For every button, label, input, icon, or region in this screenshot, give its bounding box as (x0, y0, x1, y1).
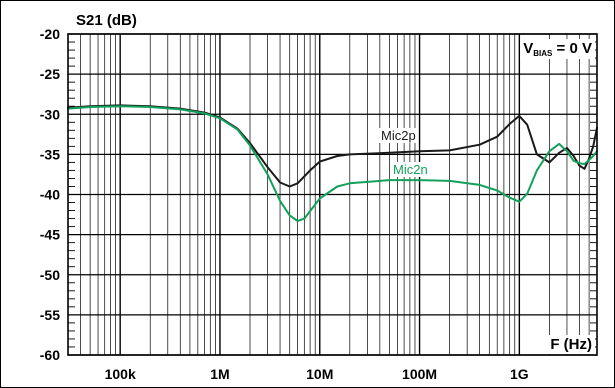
bias-annotation-subscript: BIAS (533, 49, 553, 58)
series-layer (67, 104, 598, 222)
y-tick-label: -20 (40, 26, 60, 42)
y-tick-label: -55 (40, 307, 60, 323)
y-tick-label: -50 (40, 267, 60, 283)
y-tick-label: -40 (40, 187, 60, 203)
x-tick-label: 100M (402, 366, 437, 382)
y-axis-label: S21 (dB) (76, 12, 137, 29)
series-label-background-mic2p (379, 128, 418, 143)
grid (67, 33, 598, 356)
x-tick-label: 100k (105, 366, 136, 382)
series-line-mic2p (67, 104, 598, 188)
bias-annotation-background (520, 39, 595, 59)
y-tick-label: -30 (40, 106, 60, 122)
x-tick-label: 10M (306, 366, 333, 382)
x-tick-labels: 100k 1M 10M 100M 1G (105, 366, 529, 382)
x-axis-label: F (Hz) (550, 336, 592, 353)
x-axis-label-background (547, 335, 596, 354)
x-tick-label: 1M (210, 366, 229, 382)
y-tick-label: -45 (40, 227, 60, 243)
series-label-background-mic2n (391, 162, 430, 177)
y-tick-label: -25 (40, 66, 60, 82)
y-tick-label: -35 (40, 146, 60, 162)
series-label-mic2p: Mic2p (381, 128, 416, 143)
bias-annotation: VBIAS = 0 V (523, 40, 592, 58)
y-tick-labels: -20 -25 -30 -35 -40 -45 -50 -55 -60 (40, 26, 60, 363)
bias-annotation-symbol: V (523, 40, 533, 57)
series-line-mic2n (67, 105, 598, 222)
y-tick-label: -60 (40, 347, 60, 363)
x-tick-label: 1G (510, 366, 529, 382)
bias-annotation-value: = 0 V (552, 40, 592, 57)
series-label-mic2n: Mic2n (393, 162, 428, 177)
plot-area (67, 33, 598, 356)
